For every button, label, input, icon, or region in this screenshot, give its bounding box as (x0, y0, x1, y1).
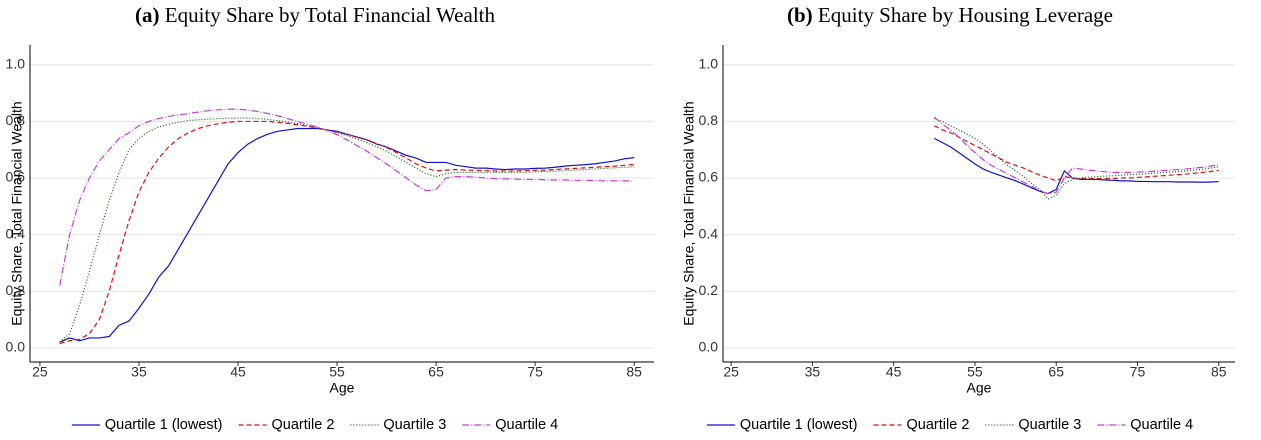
legend-item: Quartile 1 (lowest) (71, 417, 223, 433)
y-tick-label: 0.4 (699, 225, 719, 241)
legend-label: Quartile 1 (lowest) (740, 417, 858, 433)
x-tick-label: 65 (1048, 364, 1064, 380)
legend-label: Quartile 4 (495, 417, 558, 433)
x-tick-label: 35 (805, 364, 821, 380)
y-tick-label: 1.0 (699, 56, 719, 72)
legend-label: Quartile 2 (272, 417, 335, 433)
series-line (934, 118, 1219, 201)
legend-item: Quartile 3 (985, 417, 1081, 433)
series-line (934, 125, 1219, 182)
y-tick-label: 0.0 (699, 339, 719, 355)
chart-title: (a) Equity Share by Total Financial Weal… (135, 3, 495, 27)
x-tick-label: 25 (32, 364, 48, 380)
chart-title: (b) Equity Share by Housing Leverage (787, 3, 1113, 27)
y-tick-label: 0.6 (699, 169, 719, 185)
series-line (59, 108, 635, 286)
legend-item: Quartile 2 (873, 417, 970, 433)
x-tick-label: 65 (428, 364, 444, 380)
title-text: Equity Share by Total Financial Wealth (165, 3, 496, 27)
panel-label: (b) (787, 3, 813, 27)
y-axis-label: Equity Share, Total Financial Wealth (681, 101, 697, 325)
title-text: Equity Share by Housing Leverage (818, 3, 1113, 27)
y-tick-label: 0.6 (6, 169, 26, 185)
y-tick-label: 0.2 (699, 282, 719, 298)
x-axis-label: Age (330, 380, 355, 396)
x-tick-label: 45 (230, 364, 246, 380)
y-tick-label: 0.0 (6, 339, 26, 355)
panel-label: (a) (135, 3, 160, 27)
y-tick-label: 0.8 (699, 112, 719, 128)
chart-panel: 0.0 0.2 0.4 0.6 0.8 1.0 25 35 45 55 65 75 85 Age Equit… (6, 3, 654, 433)
y-tick-label: 0.2 (6, 282, 26, 298)
legend: Quartile 1 (lowest) Quartile 2 Quartile 3 Q… (706, 417, 1193, 433)
x-tick-label: 75 (527, 364, 543, 380)
y-axis-label: Equity Share, Total Financial Wealth (9, 101, 25, 325)
x-tick-label: 85 (626, 364, 642, 380)
legend-item: Quartile 3 (350, 417, 446, 433)
x-tick-label: 45 (886, 364, 902, 380)
legend-label: Quartile 4 (1130, 417, 1193, 433)
legend-item: Quartile 4 (462, 417, 558, 433)
y-tick-label: 0.8 (6, 112, 26, 128)
x-tick-label: 55 (329, 364, 345, 380)
legend-label: Quartile 3 (1018, 417, 1081, 433)
x-tick-label: 75 (1130, 364, 1146, 380)
x-tick-label: 35 (131, 364, 147, 380)
legend-item: Quartile 4 (1097, 417, 1193, 433)
legend-label: Quartile 3 (383, 417, 446, 433)
legend-item: Quartile 2 (238, 417, 335, 433)
series-line (59, 120, 635, 345)
x-tick-label: 55 (967, 364, 983, 380)
x-tick-label: 25 (723, 364, 739, 380)
legend-item: Quartile 1 (lowest) (706, 417, 858, 433)
y-tick-label: 0.4 (6, 225, 26, 241)
x-axis-label: Age (967, 380, 992, 396)
series-line (934, 137, 1219, 195)
series-line (933, 116, 1219, 195)
series-line (59, 117, 635, 343)
legend-label: Quartile 2 (907, 417, 970, 433)
series-line (59, 127, 635, 343)
y-tick-label: 1.0 (6, 56, 26, 72)
chart-panel: 0.0 0.2 0.4 0.6 0.8 1.0 25 35 45 55 65 75 85 Age Equit… (681, 3, 1235, 433)
legend-label: Quartile 1 (lowest) (105, 417, 223, 433)
legend: Quartile 1 (lowest) Quartile 2 Quartile 3 Q… (71, 417, 558, 433)
x-tick-label: 85 (1211, 364, 1227, 380)
